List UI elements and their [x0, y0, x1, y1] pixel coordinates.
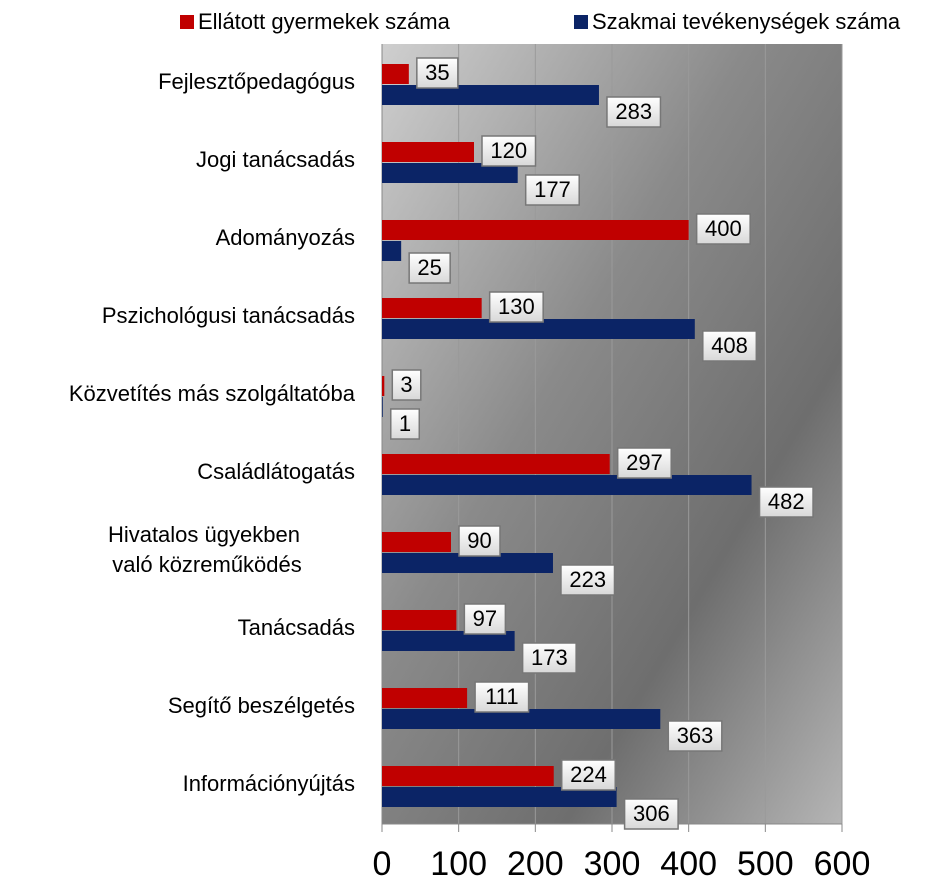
bar [382, 376, 385, 396]
value-label: 400 [705, 216, 742, 241]
value-label: 224 [570, 762, 607, 787]
value-label-box [702, 330, 758, 362]
y-tick-label: Családlátogatás [197, 459, 355, 484]
bar [382, 787, 617, 807]
y-tick-label: Közvetítés más szolgáltatóba [69, 381, 356, 406]
y-tick-label: Fejlesztőpedagógus [158, 69, 355, 94]
value-label-box [474, 681, 530, 713]
legend-label: Szakmai tevékenységek száma [592, 9, 901, 34]
value-label-box [606, 96, 662, 128]
value-label-box [463, 603, 507, 635]
value-label-box [391, 369, 422, 401]
y-tick-label: Segítő beszélgetés [168, 693, 355, 718]
bar [382, 688, 468, 708]
value-label-box [521, 642, 577, 674]
value-label-box [390, 408, 421, 440]
value-label: 408 [711, 333, 748, 358]
x-tick-label: 100 [430, 845, 487, 883]
bar [382, 85, 599, 105]
bar [382, 454, 610, 474]
x-tick-label: 200 [507, 845, 564, 883]
value-label-box [408, 252, 451, 284]
value-label-box [488, 291, 544, 323]
bar [382, 163, 518, 183]
legend-swatch [180, 15, 194, 29]
x-tick-label: 600 [814, 845, 871, 883]
value-label: 177 [534, 177, 571, 202]
x-tick-label: 400 [660, 845, 717, 883]
value-label: 283 [615, 99, 652, 124]
value-label-box [481, 135, 537, 167]
value-label-box [524, 174, 580, 206]
y-tick-label: Hivatalos ügyekben való közreműködés [108, 522, 306, 577]
bar [382, 553, 553, 573]
value-label: 130 [498, 294, 535, 319]
value-label-box [416, 57, 459, 89]
bar [382, 610, 457, 630]
value-label-box [695, 213, 751, 245]
bar [382, 298, 482, 318]
value-label: 3 [400, 372, 412, 397]
bar [382, 766, 554, 786]
bar [382, 532, 451, 552]
value-label: 90 [467, 528, 491, 553]
bar [382, 64, 409, 84]
y-tick-label: Pszichológusi tanácsadás [102, 303, 355, 328]
x-tick-label: 0 [373, 845, 392, 883]
y-tick-label: Jogi tanácsadás [196, 147, 355, 172]
bar [382, 142, 474, 162]
value-label: 120 [490, 138, 527, 163]
value-label: 35 [425, 60, 449, 85]
value-label: 1 [399, 411, 411, 436]
value-label-box [667, 720, 723, 752]
bar [382, 475, 752, 495]
value-label-box [616, 447, 672, 479]
bar [382, 631, 515, 651]
value-label: 111 [485, 684, 518, 709]
x-tick-label: 500 [737, 845, 794, 883]
y-tick-label: Adományozás [216, 225, 355, 250]
legend-swatch [574, 15, 588, 29]
value-label: 97 [473, 606, 497, 631]
value-label: 363 [677, 723, 714, 748]
bar [382, 709, 661, 729]
value-label-box [458, 525, 501, 557]
value-label: 173 [531, 645, 568, 670]
value-label: 306 [633, 801, 670, 826]
value-label: 223 [569, 567, 606, 592]
value-label: 25 [417, 255, 441, 280]
value-label-box [560, 759, 616, 791]
y-tick-label: Információnyújtás [183, 771, 355, 796]
value-label-box [560, 564, 616, 596]
value-label-box [623, 798, 679, 830]
value-label: 482 [768, 489, 805, 514]
value-label: 297 [626, 450, 663, 475]
x-tick-label: 300 [584, 845, 641, 883]
y-tick-label: Tanácsadás [238, 615, 355, 640]
bar [382, 220, 689, 240]
bar [382, 241, 402, 261]
bar [382, 319, 695, 339]
bar [382, 397, 383, 417]
value-label-box [758, 486, 814, 518]
legend-label: Ellátott gyermekek száma [198, 9, 451, 34]
